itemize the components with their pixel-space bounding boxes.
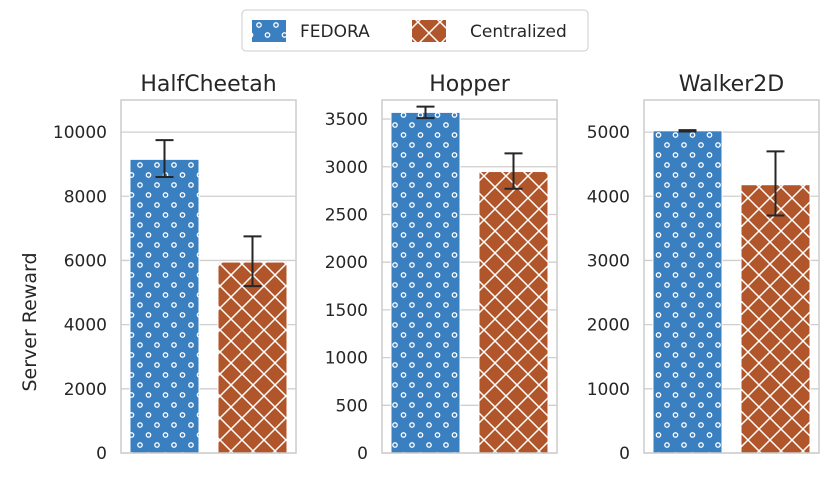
y-tick-label: 4000 (64, 316, 107, 336)
error-bar (155, 139, 174, 179)
bar-fedora (129, 158, 200, 454)
panel-0: 0 2000 4000 6000 8000 10000 HalfCheetah (53, 72, 297, 464)
legend-swatch-0 (252, 20, 286, 42)
y-tick-label: 3000 (587, 251, 630, 271)
bar-fedora (652, 130, 723, 454)
y-tick-label: 0 (96, 444, 107, 464)
error-bar (416, 105, 435, 120)
legend: FEDORA Centralized (241, 9, 589, 52)
bar-centralized (217, 261, 288, 454)
panel-frame (120, 99, 297, 454)
error-bar (678, 129, 697, 133)
y-tick-label: 0 (619, 444, 630, 464)
bar-centralized (478, 171, 549, 454)
y-tick-label: 6000 (64, 251, 107, 271)
y-tick-label: 5000 (587, 123, 630, 143)
y-tick-label: 3500 (325, 110, 368, 130)
y-tick-label: 2500 (325, 205, 368, 225)
y-tick-label: 8000 (64, 187, 107, 207)
error-bar (766, 150, 785, 217)
bar-fedora (390, 111, 461, 454)
y-tick-label: 1000 (325, 349, 368, 369)
panel-title: HalfCheetah (140, 72, 276, 97)
y-tick-label: 2000 (325, 253, 368, 273)
panel-frame (381, 99, 558, 454)
y-tick-label: 1500 (325, 301, 368, 321)
y-tick-label: 3000 (325, 158, 368, 178)
y-tick-label: 1000 (587, 380, 630, 400)
error-bar (243, 235, 262, 288)
y-tick-label: 4000 (587, 187, 630, 207)
y-tick-label: 2000 (64, 380, 107, 400)
y-tick-label: 0 (357, 444, 368, 464)
bar-centralized (740, 184, 811, 454)
legend-label-0: FEDORA (300, 22, 370, 42)
y-tick-label: 500 (336, 396, 368, 416)
error-bar (504, 152, 523, 190)
y-tick-label: 2000 (587, 316, 630, 336)
legend-label-1: Centralized (470, 22, 567, 42)
chart-panels: 0200040006000800010000HalfCheetah0500100… (53, 72, 820, 464)
y-axis-label: Server Reward (19, 252, 41, 391)
panel-2: 0 1000 2000 3000 4000 5000 Walker2D (587, 72, 820, 464)
y-tick-label: 10000 (53, 123, 107, 143)
panel-title: Walker2D (679, 72, 784, 97)
legend-swatch-1 (412, 20, 446, 42)
panel-title: Hopper (429, 72, 510, 97)
panel-1: 0 500 1000 1500 2000 2500 3000 3500 Hopper (325, 72, 558, 464)
panel-frame (643, 99, 820, 454)
